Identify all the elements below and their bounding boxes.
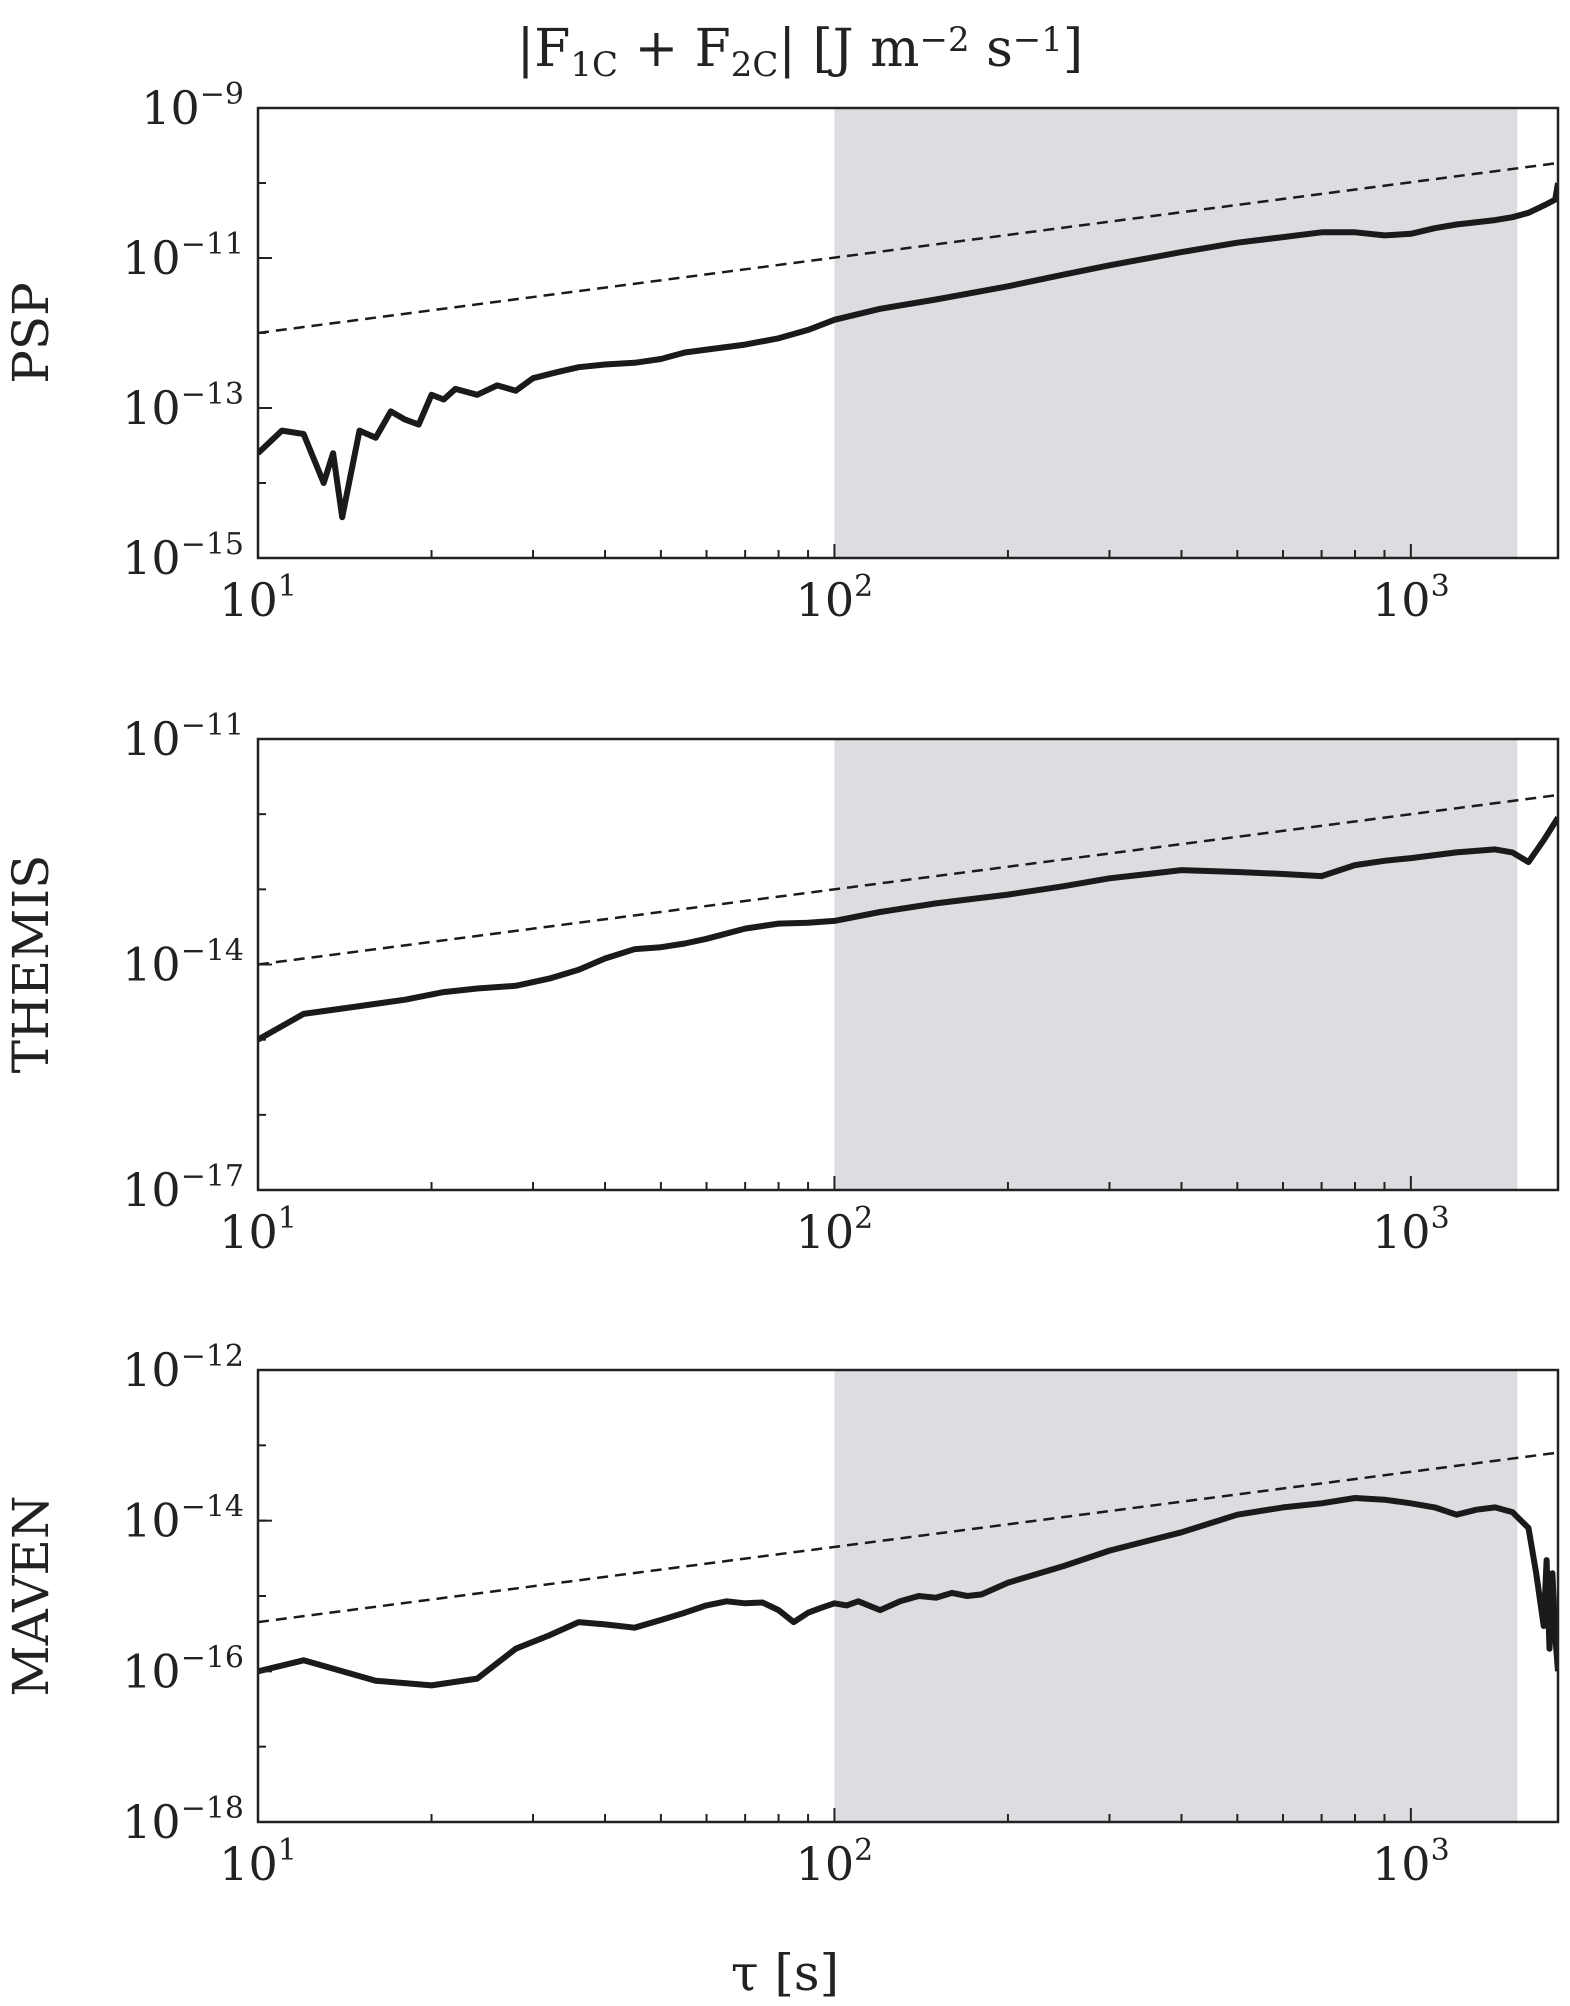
y-axis-label: PSP	[2, 282, 60, 384]
panel-themis: 101 102 103 10−17 10−14 10−11 THEMIS	[2, 708, 1560, 1259]
shaded-region	[834, 108, 1518, 558]
chart-panels: 101 102 103 10−15 10−13 10−11 10−9 PSP 101 102 103…	[2, 77, 1560, 1891]
y-tick-label: 10−14	[122, 1490, 244, 1548]
y-tick-label: 10−15	[122, 527, 244, 585]
shaded-region	[834, 739, 1518, 1190]
reference-dashed-line	[258, 793, 1558, 966]
y-tick-label: 10−18	[122, 1791, 244, 1849]
x-axis-label: τ [s]	[731, 1944, 839, 2002]
x-tick-label: 103	[1372, 1833, 1450, 1891]
data-series-line	[258, 815, 1558, 1043]
panel-psp: 101 102 103 10−15 10−13 10−11 10−9 PSP	[2, 77, 1560, 627]
x-tick-label: 102	[796, 569, 874, 627]
y-axis-label: THEMIS	[2, 855, 60, 1074]
x-tick-label: 101	[219, 1201, 297, 1259]
x-tick-label: 103	[1372, 1201, 1450, 1259]
x-tick-label: 103	[1372, 569, 1450, 627]
y-tick-label: 10−9	[141, 77, 244, 135]
data-series-line	[258, 1495, 1558, 1689]
y-tick-label: 10−11	[122, 708, 244, 766]
y-tick-label: 10−16	[122, 1640, 244, 1698]
y-tick-label: 10−17	[122, 1159, 244, 1217]
x-tick-label: 102	[796, 1833, 874, 1891]
y-tick-label: 10−13	[122, 377, 244, 435]
x-tick-label: 102	[796, 1201, 874, 1259]
x-tick-label: 101	[219, 569, 297, 627]
panel-maven: 101 102 103 10−18 10−16 10−14 10−12 MAVEN	[2, 1339, 1560, 1891]
y-tick-label: 10−14	[122, 934, 244, 992]
y-axis-label: MAVEN	[2, 1495, 60, 1696]
y-tick-label: 10−11	[122, 227, 244, 285]
figure-title: |F1C + F2C| [J m−2 s−1]	[517, 19, 1083, 85]
reference-dashed-line	[258, 1451, 1558, 1624]
y-tick-label: 10−12	[122, 1339, 244, 1397]
data-series-line	[258, 182, 1558, 521]
x-tick-label: 101	[219, 1833, 297, 1891]
reference-dashed-line	[258, 161, 1558, 335]
